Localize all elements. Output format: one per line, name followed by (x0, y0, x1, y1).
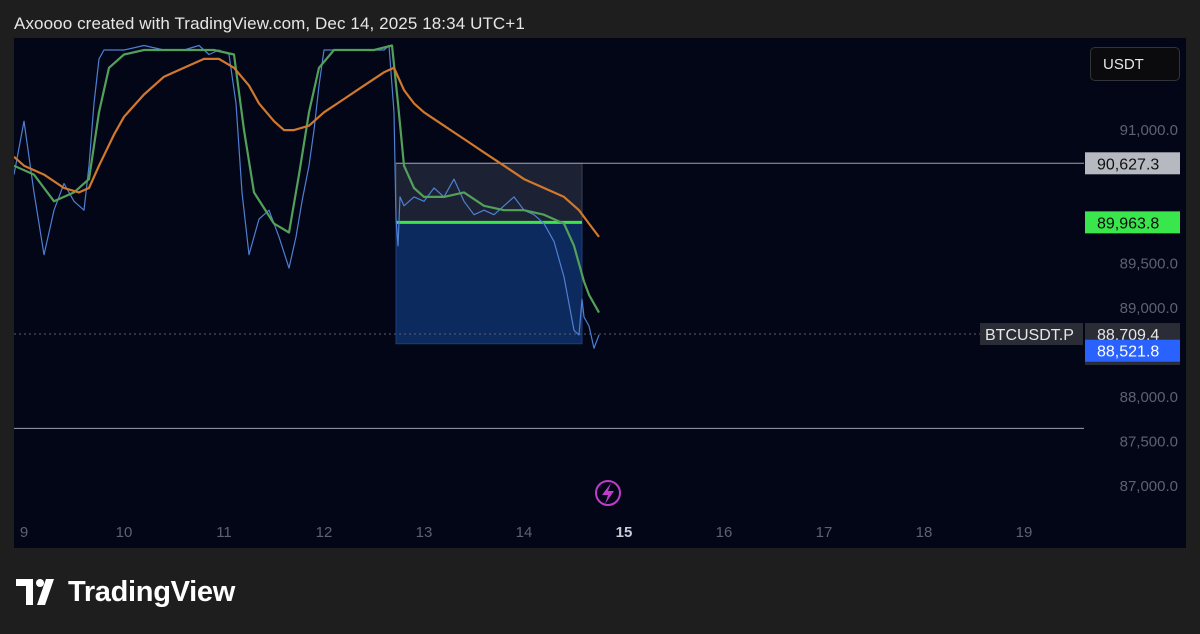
y-tick-label: 91,000.0 (1120, 122, 1178, 139)
price-tag-label: 90,627.3 (1097, 156, 1159, 173)
y-tick-label: 87,000.0 (1120, 478, 1178, 495)
price-tag-bg (1085, 152, 1180, 175)
symbol-tag-label: BTCUSDT.P (985, 327, 1074, 344)
chart-attribution: Axoooo created with TradingView.com, Dec… (14, 14, 525, 33)
y-tick-label: 88,000.0 (1120, 389, 1178, 406)
x-tick-label: 15 (616, 524, 633, 541)
x-tick-label: 10 (116, 524, 133, 541)
range-box-lower (395, 221, 583, 345)
slow-ma-line (14, 57, 600, 238)
x-tick-label: 17 (816, 524, 833, 541)
y-tick-label: 87,500.0 (1120, 434, 1178, 451)
x-tick-label: 14 (516, 524, 533, 541)
x-tick-label: 12 (316, 524, 333, 541)
price-tag-bg (1085, 323, 1180, 346)
x-tick-label: 18 (916, 524, 933, 541)
currency-selector-button[interactable]: USDT (1090, 47, 1180, 81)
price-tag-bg (1085, 339, 1180, 362)
tradingview-wordmark: TradingView (68, 575, 235, 608)
price-tag-label: 88,521.8 (1097, 344, 1159, 361)
x-tick-label: 9 (20, 524, 28, 541)
x-tick-label: 19 (1016, 524, 1033, 541)
fast-ma-line (14, 44, 600, 314)
price-tag-bg (1085, 211, 1180, 234)
price-tag-label: 89,963.8 (1097, 215, 1159, 232)
symbol-tag-bg (980, 323, 1083, 346)
x-tick-label: 11 (216, 524, 232, 541)
x-tick-label: 16 (716, 524, 733, 541)
x-tick-label: 13 (416, 524, 433, 541)
lightning-icon[interactable] (595, 480, 621, 506)
tradingview-logo-icon (16, 579, 54, 605)
tradingview-brand: TradingView (16, 573, 235, 611)
y-tick-label: 89,000.0 (1120, 300, 1178, 317)
y-tick-label: 89,500.0 (1120, 256, 1178, 273)
